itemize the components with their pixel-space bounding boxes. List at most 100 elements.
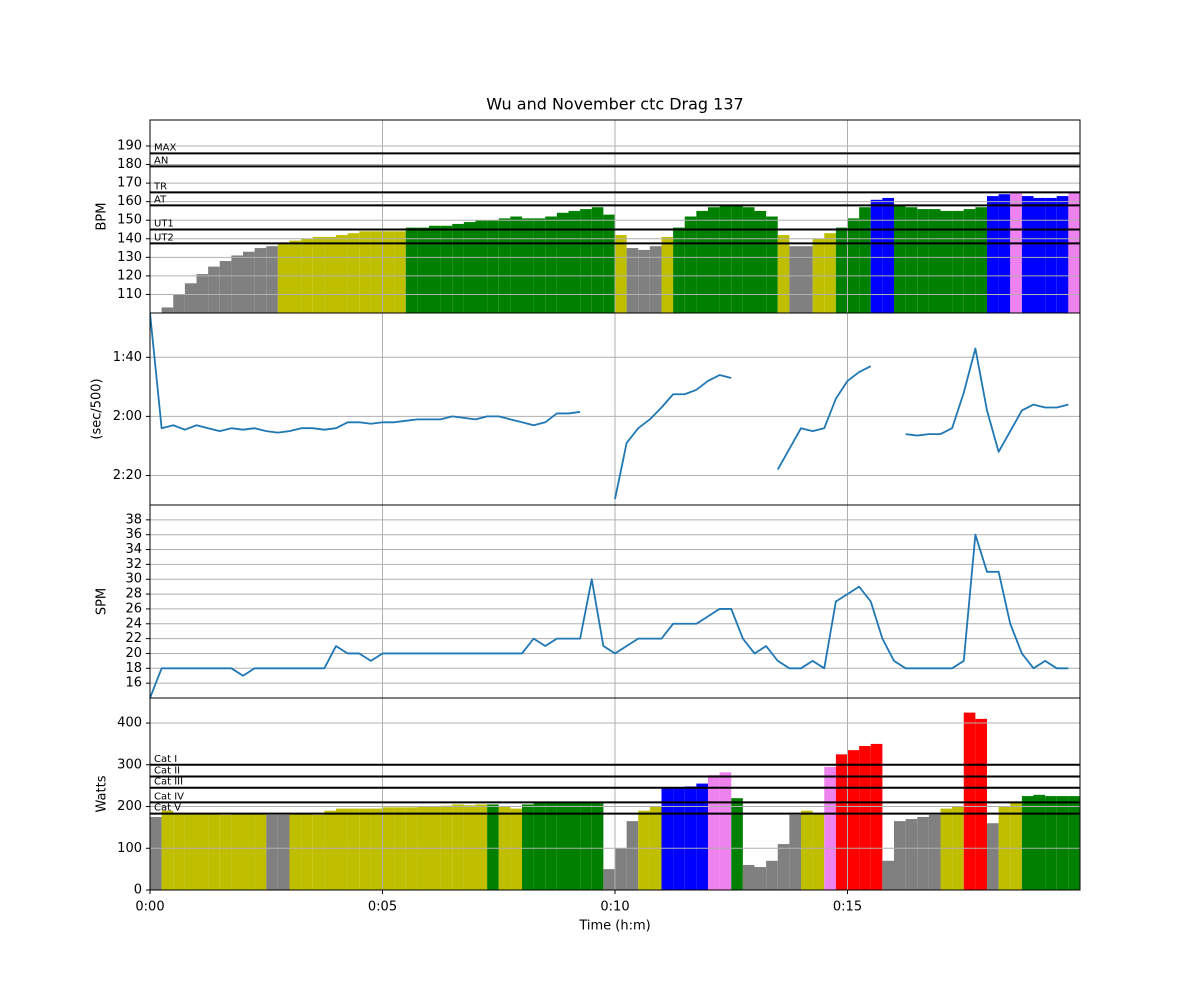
bar [498, 218, 511, 313]
bar [475, 220, 488, 313]
bar [301, 814, 313, 890]
bar [928, 814, 941, 890]
bar [243, 251, 255, 313]
bar [533, 218, 546, 313]
bar [336, 808, 348, 890]
bar [894, 205, 906, 313]
bar [638, 810, 650, 890]
y-tick-label: 300 [117, 757, 142, 772]
bar [987, 196, 999, 313]
y-tick-label: 150 [117, 213, 142, 228]
bar [347, 233, 360, 313]
reference-label: UT1 [154, 218, 174, 229]
line [150, 533, 1069, 698]
bar [522, 804, 534, 890]
y-tick-label: 20 [125, 646, 142, 661]
y-tick-label: 120 [117, 268, 142, 283]
line-group [150, 313, 1069, 500]
bar [184, 283, 197, 313]
bar [696, 210, 708, 313]
bar [254, 814, 267, 890]
bar [173, 294, 185, 313]
reference-label: UT2 [154, 232, 174, 243]
bar [208, 266, 220, 313]
bar [905, 819, 918, 890]
bar [336, 235, 348, 313]
bar [347, 808, 360, 890]
bar [661, 236, 674, 313]
bar [708, 207, 720, 313]
bar [638, 249, 650, 313]
line-group [150, 533, 1069, 698]
bar [510, 808, 522, 890]
bar [905, 207, 918, 313]
bar [615, 235, 627, 313]
bar [568, 210, 581, 313]
bar [487, 220, 499, 313]
reference-label: TR [153, 181, 167, 192]
bar [626, 248, 639, 313]
chart-title: Wu and November ctc Drag 137 [486, 95, 743, 114]
bar [777, 235, 790, 313]
bar [835, 754, 848, 890]
bar [289, 240, 302, 313]
y-tick-label: 190 [117, 138, 142, 153]
reference-label: MAX [154, 142, 176, 153]
bar [219, 261, 232, 313]
y-tick-label: 22 [125, 631, 142, 646]
bar [673, 787, 685, 890]
bar [161, 810, 174, 890]
reference-label: Cat II [154, 765, 180, 776]
bar [1010, 802, 1022, 890]
bar [289, 814, 302, 890]
x-tick-label: 0:05 [368, 900, 397, 915]
bar [231, 813, 243, 890]
reference-label: AN [154, 155, 168, 166]
bar [1045, 197, 1057, 313]
bar [1056, 196, 1069, 313]
y-tick-label: 28 [125, 587, 142, 602]
bar [824, 766, 836, 890]
bar [591, 803, 604, 890]
y-tick-label: 200 [117, 799, 142, 814]
bar [754, 867, 767, 890]
bar [1068, 192, 1080, 313]
y-axis-label: BPM [95, 203, 110, 231]
y-tick-label: 38 [125, 512, 142, 527]
bar [801, 810, 813, 890]
bar [324, 810, 336, 890]
y-tick-label: 30 [125, 572, 142, 587]
bar [580, 209, 592, 313]
bar [987, 823, 999, 890]
bar [859, 207, 871, 313]
reference-label: Cat III [154, 777, 183, 788]
y-tick-label: 170 [117, 176, 142, 191]
bar [870, 743, 883, 890]
reference-label: Cat I [154, 754, 177, 765]
bar [975, 718, 987, 890]
bar [1068, 796, 1080, 890]
bar [766, 216, 778, 313]
bar [161, 307, 174, 313]
bar [312, 814, 325, 890]
bar [661, 787, 674, 890]
bar [894, 821, 906, 890]
bar [1033, 197, 1046, 313]
bar [231, 255, 243, 313]
bar [1033, 794, 1046, 890]
bar [370, 808, 383, 890]
bar [789, 814, 801, 890]
bar [266, 814, 278, 890]
bar [463, 805, 476, 890]
bar [835, 227, 848, 313]
bar [370, 231, 383, 313]
bar [824, 233, 836, 313]
bar [812, 812, 825, 890]
bar [591, 207, 604, 313]
bar [475, 804, 488, 890]
bar [917, 816, 929, 890]
x-tick-label: 0:00 [135, 900, 164, 915]
bar [847, 750, 860, 890]
bar [510, 216, 522, 313]
panel [161, 192, 1080, 313]
